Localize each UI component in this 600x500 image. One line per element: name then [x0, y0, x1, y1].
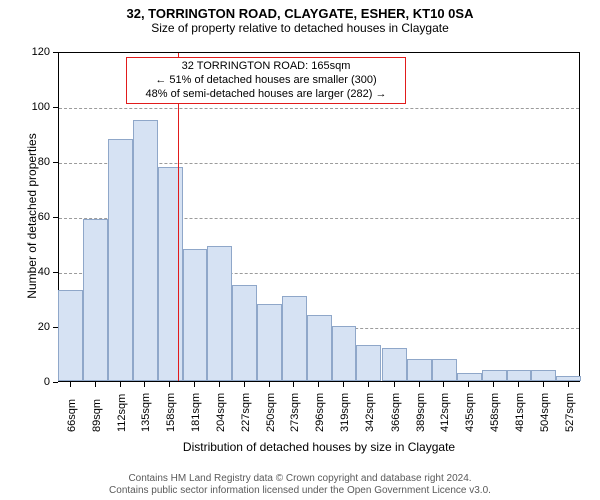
xtick-label: 527sqm: [564, 393, 576, 432]
histogram-bar: [158, 167, 183, 382]
xtick-label: 342sqm: [364, 393, 376, 432]
xtick-mark: [120, 382, 121, 387]
histogram-bar: [282, 296, 307, 381]
xtick-mark: [343, 382, 344, 387]
xtick-label: 135sqm: [140, 393, 152, 432]
xtick-mark: [568, 382, 569, 387]
histogram-bar: [531, 370, 556, 381]
xtick-label: 181sqm: [190, 393, 202, 432]
histogram-bar: [108, 139, 133, 381]
xtick-label: 319sqm: [339, 393, 351, 432]
plot-area: 32 TORRINGTON ROAD: 165sqm← 51% of detac…: [58, 52, 580, 382]
xtick-mark: [493, 382, 494, 387]
histogram-bar: [482, 370, 507, 381]
xtick-label: 458sqm: [489, 393, 501, 432]
xtick-label: 481sqm: [514, 393, 526, 432]
xtick-label: 204sqm: [215, 393, 227, 432]
ytick-label: 0: [20, 376, 50, 388]
annotation-box: 32 TORRINGTON ROAD: 165sqm← 51% of detac…: [126, 57, 406, 104]
footer-line-1: Contains HM Land Registry data © Crown c…: [0, 473, 600, 485]
histogram-bar: [382, 348, 407, 381]
histogram-bar: [556, 376, 581, 382]
histogram-bar: [307, 315, 332, 381]
histogram-chart: 32 TORRINGTON ROAD: 165sqm← 51% of detac…: [0, 0, 600, 500]
grid-line: [59, 108, 579, 109]
xtick-mark: [293, 382, 294, 387]
xtick-label: 89sqm: [91, 399, 103, 432]
xtick-label: 273sqm: [289, 393, 301, 432]
histogram-bar: [457, 373, 482, 381]
xtick-mark: [543, 382, 544, 387]
xtick-mark: [394, 382, 395, 387]
xtick-label: 66sqm: [66, 399, 78, 432]
histogram-bar: [83, 219, 108, 381]
histogram-bar: [332, 326, 357, 381]
xtick-label: 366sqm: [390, 393, 402, 432]
ytick-mark: [53, 382, 58, 383]
xtick-mark: [419, 382, 420, 387]
xtick-mark: [95, 382, 96, 387]
xtick-mark: [468, 382, 469, 387]
footer-line-2: Contains public sector information licen…: [0, 485, 600, 497]
attribution-footer: Contains HM Land Registry data © Crown c…: [0, 473, 600, 496]
ytick-mark: [53, 162, 58, 163]
xtick-mark: [443, 382, 444, 387]
annotation-line: 32 TORRINGTON ROAD: 165sqm: [131, 60, 401, 74]
histogram-bar: [257, 304, 282, 381]
xtick-mark: [518, 382, 519, 387]
xtick-label: 412sqm: [439, 393, 451, 432]
histogram-bar: [407, 359, 432, 381]
histogram-bar: [232, 285, 257, 381]
y-axis-title: Number of detached properties: [25, 106, 39, 326]
xtick-label: 435sqm: [464, 393, 476, 432]
xtick-mark: [269, 382, 270, 387]
annotation-line: 48% of semi-detached houses are larger (…: [131, 88, 401, 102]
xtick-mark: [194, 382, 195, 387]
xtick-mark: [219, 382, 220, 387]
histogram-bar: [207, 246, 232, 381]
xtick-label: 250sqm: [265, 393, 277, 432]
xtick-mark: [368, 382, 369, 387]
xtick-mark: [318, 382, 319, 387]
histogram-bar: [356, 345, 381, 381]
ytick-mark: [53, 52, 58, 53]
histogram-bar: [133, 120, 158, 381]
xtick-mark: [244, 382, 245, 387]
xtick-mark: [169, 382, 170, 387]
ytick-mark: [53, 327, 58, 328]
ytick-mark: [53, 107, 58, 108]
xtick-label: 158sqm: [165, 393, 177, 432]
x-axis-title: Distribution of detached houses by size …: [58, 440, 580, 454]
histogram-bar: [183, 249, 208, 381]
ytick-mark: [53, 217, 58, 218]
xtick-label: 112sqm: [116, 394, 128, 432]
histogram-bar: [507, 370, 532, 381]
histogram-bar: [432, 359, 457, 381]
ytick-mark: [53, 272, 58, 273]
ytick-label: 120: [20, 46, 50, 58]
xtick-label: 227sqm: [240, 393, 252, 432]
xtick-mark: [70, 382, 71, 387]
annotation-line: ← 51% of detached houses are smaller (30…: [131, 74, 401, 88]
xtick-mark: [144, 382, 145, 387]
xtick-label: 504sqm: [539, 393, 551, 432]
histogram-bar: [58, 290, 83, 381]
xtick-label: 389sqm: [415, 393, 427, 432]
xtick-label: 296sqm: [314, 393, 326, 432]
